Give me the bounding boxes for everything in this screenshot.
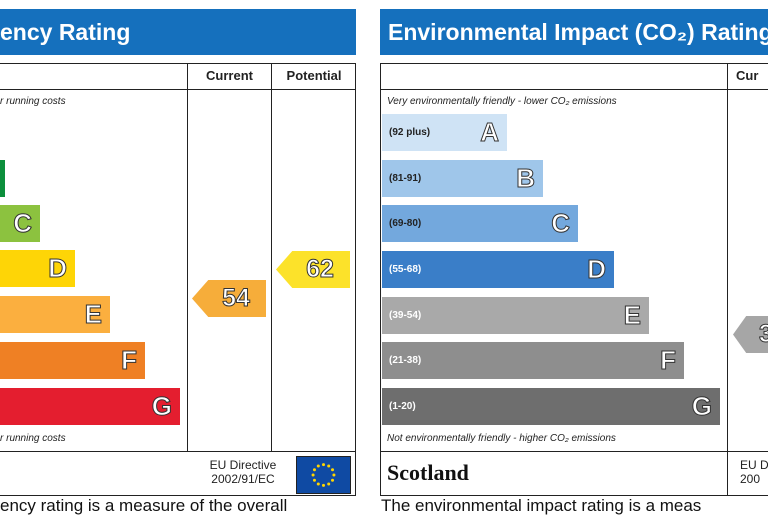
environmental-band-range: (21-38) — [389, 355, 422, 366]
environmental-band-range: (39-54) — [389, 310, 422, 321]
environmental-band-bar: (21-38) F — [382, 342, 684, 379]
environmental-band-letter: G — [691, 391, 712, 422]
environmental-band-bar: (92 plus) A — [382, 114, 507, 151]
energy-band-bar: G — [0, 388, 180, 425]
environmental-band-letter: C — [551, 208, 571, 239]
environmental-rating-header: Environmental Impact (CO₂) Rating — [380, 9, 768, 55]
energy-band-bar: D — [0, 250, 75, 287]
energy-band-bar: C — [0, 205, 40, 242]
energy-band-letter: F — [121, 345, 138, 376]
environmental-current-column-header: Cur — [736, 68, 759, 83]
environmental-rating-title: Environmental Impact (CO₂) Rating — [388, 19, 768, 45]
eu-flag-icon — [296, 456, 351, 494]
energy-band-bar: E — [0, 296, 110, 333]
environmental-band-letter: A — [480, 117, 500, 148]
energy-band-bar: F — [0, 342, 145, 379]
environmental-description-text: The environmental impact rating is a mea… — [381, 496, 702, 515]
environmental-eu-directive: EU D 200 — [740, 458, 768, 486]
energy-band-letter: E — [84, 299, 102, 330]
energy-rating-title: ency Rating — [0, 19, 131, 45]
environmental-band-bar: (39-54) E — [382, 297, 649, 334]
energy-potential-rating-arrow: 62 — [276, 251, 350, 288]
energy-description-text: ency rating is a measure of the overall — [0, 496, 288, 515]
energy-current-column-header: Current — [206, 68, 253, 83]
environmental-band-range: (55-68) — [389, 264, 422, 275]
environmental-band-bar: (1-20) G — [382, 388, 720, 425]
energy-band-letter: G — [151, 391, 172, 422]
environmental-band-range: (81-91) — [389, 173, 422, 184]
region-label: Scotland — [387, 460, 469, 485]
environmental-band-bar: (55-68) D — [382, 251, 614, 288]
energy-band-letter: D — [48, 253, 68, 284]
energy-band-letter: C — [13, 208, 33, 239]
environmental-top-note: Very environmentally friendly - lower CO… — [387, 96, 617, 107]
environmental-band-bar: (81-91) B — [382, 160, 543, 197]
environmental-band-bar: (69-80) C — [382, 205, 578, 242]
environmental-band-letter: B — [516, 163, 536, 194]
energy-eu-directive: EU Directive 2002/91/EC — [209, 458, 277, 486]
energy-bottom-note: r running costs — [0, 433, 66, 444]
energy-potential-column-header: Potential — [286, 68, 342, 83]
environmental-band-letter: D — [587, 254, 607, 285]
energy-top-note: r running costs — [0, 96, 66, 107]
environmental-bottom-note: Not environmentally friendly - higher CO… — [387, 433, 616, 444]
energy-rating-header: ency Rating — [0, 9, 356, 55]
environmental-band-range: (69-80) — [389, 218, 422, 229]
environmental-band-letter: F — [660, 345, 677, 376]
environmental-band-letter: E — [623, 300, 641, 331]
environmental-band-range: (1-20) — [389, 401, 416, 412]
energy-band-bar — [0, 160, 5, 197]
energy-current-rating-arrow: 54 — [192, 280, 266, 317]
environmental-band-range: (92 plus) — [389, 127, 431, 138]
